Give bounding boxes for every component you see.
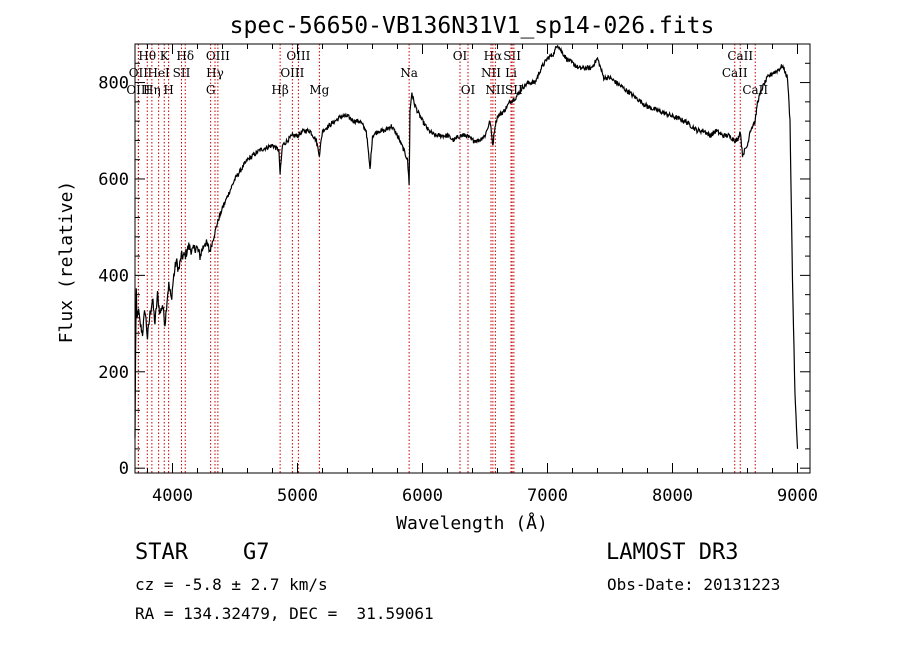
line-marker-label: OIII xyxy=(126,83,150,97)
x-tick-label: 4000 xyxy=(152,486,193,506)
x-tick-label: 6000 xyxy=(402,486,443,506)
line-marker-label: Li xyxy=(505,66,517,80)
line-marker-label: CaII xyxy=(722,66,748,80)
object-class: STAR xyxy=(135,540,188,565)
line-marker-label: SII xyxy=(173,66,191,80)
line-marker-label: OIII xyxy=(286,49,310,63)
y-axis-label: Flux (relative) xyxy=(56,181,77,344)
line-marker-label: OI xyxy=(461,83,476,97)
object-subclass: G7 xyxy=(243,540,270,565)
line-marker-label: Hβ xyxy=(271,83,288,97)
x-tick-label: 5000 xyxy=(277,486,318,506)
line-marker-label: SII xyxy=(503,49,521,63)
line-marker-label: OI xyxy=(453,49,468,63)
line-marker-label: H xyxy=(163,83,173,97)
obs-date: Obs-Date: 20131223 xyxy=(607,575,781,594)
y-tick-label: 400 xyxy=(98,266,129,286)
chart-title: spec-56650-VB136N31V1_sp14-026.fits xyxy=(230,13,715,39)
plot-frame xyxy=(134,43,811,474)
line-marker-label: OIII xyxy=(280,66,304,80)
y-tick-label: 200 xyxy=(98,363,129,383)
x-axis-label: Wavelength (Å) xyxy=(396,512,548,534)
line-marker-label: NII xyxy=(485,83,505,97)
y-tick-label: 800 xyxy=(98,74,129,94)
line-marker-label: NII xyxy=(481,66,501,80)
line-marker-label: G xyxy=(206,83,216,97)
coordinates: RA = 134.32479, DEC = 31.59061 xyxy=(135,604,434,623)
axis-ticks: 4000 5000 6000 7000 8000 9000 0 200 400 600 800 xyxy=(98,43,818,506)
line-marker-label: Hθ xyxy=(138,49,156,63)
y-tick-label: 600 xyxy=(98,170,129,190)
line-marker-label: Na xyxy=(400,66,418,80)
line-marker-label: OIII xyxy=(206,49,230,63)
line-marker-label: HeI xyxy=(147,66,170,80)
redshift-text: cz = -5.8 ± 2.7 km/s xyxy=(135,575,328,594)
x-tick-label: 8000 xyxy=(652,486,693,506)
line-marker-label: Hγ xyxy=(206,66,224,80)
line-marker-label: CaII xyxy=(727,49,753,63)
x-tick-label: 7000 xyxy=(527,486,568,506)
line-marker-label: Hδ xyxy=(176,49,194,63)
line-marker-label: Hη xyxy=(143,83,161,97)
line-marker-label: Mg xyxy=(309,83,329,97)
line-marker-label: Hα xyxy=(484,49,503,63)
line-marker-label: CaII xyxy=(742,83,768,97)
spectrum-line xyxy=(134,44,799,449)
y-tick-label: 0 xyxy=(119,459,129,479)
x-tick-label: 9000 xyxy=(777,486,818,506)
line-marker-label: K xyxy=(160,49,170,63)
survey-name: LAMOST DR3 xyxy=(606,540,739,565)
